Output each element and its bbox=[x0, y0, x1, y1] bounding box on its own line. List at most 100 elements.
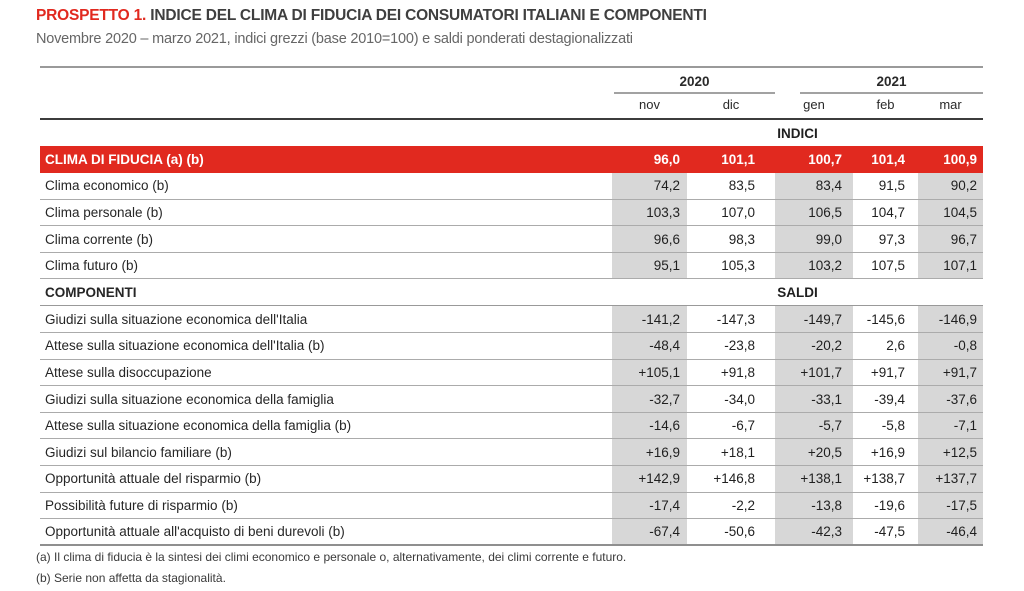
value-cell: -146,9 bbox=[918, 305, 984, 334]
value-cell: 100,9 bbox=[943, 151, 978, 167]
table-row-clima-personale: Clima personale (b) 103,3 107,0 106,5 10… bbox=[40, 199, 984, 227]
row-label: Opportunità attuale all'acquisto di beni… bbox=[40, 518, 612, 547]
value-cell: 100,7 bbox=[808, 151, 843, 167]
value-cell: +138,1 bbox=[775, 465, 854, 493]
title-prefix: PROSPETTO 1. bbox=[36, 7, 147, 24]
value-cell: 96,6 bbox=[612, 225, 687, 253]
value-cell: 103,2 bbox=[775, 252, 854, 280]
value-cell: 104,5 bbox=[918, 199, 984, 227]
value-cell: +142,9 bbox=[612, 465, 687, 493]
page-subtitle: Novembre 2020 – marzo 2021, indici grezz… bbox=[36, 31, 633, 47]
table-row-opportunita-risparmio: Opportunità attuale del risparmio (b) +1… bbox=[40, 465, 984, 493]
month-header-gen: gen bbox=[775, 95, 854, 120]
section-row-indici: INDICI bbox=[40, 119, 983, 146]
value-cell: -17,4 bbox=[612, 492, 687, 520]
month-header-dic: dic bbox=[687, 95, 776, 120]
value-cell: +105,1 bbox=[612, 359, 687, 387]
row-label: Clima economico (b) bbox=[40, 172, 612, 200]
value-cell: +91,7 bbox=[853, 359, 919, 387]
value-cell: -2,2 bbox=[687, 492, 776, 520]
value-cell: 96,0 bbox=[653, 151, 680, 167]
row-label: Clima futuro (b) bbox=[40, 252, 612, 280]
value-cell: -33,1 bbox=[775, 385, 854, 413]
month-header-row: nov dic gen feb mar bbox=[40, 95, 984, 120]
value-cell: 91,5 bbox=[853, 172, 919, 200]
value-cell: 101,4 bbox=[871, 151, 906, 167]
value-cell: 103,3 bbox=[612, 199, 687, 227]
row-label: Possibilità future di risparmio (b) bbox=[40, 492, 612, 520]
value-cell: 98,3 bbox=[687, 225, 776, 253]
value-cell: +91,8 bbox=[687, 359, 776, 387]
value-cell: 83,5 bbox=[687, 172, 776, 200]
row-label: Clima corrente (b) bbox=[40, 225, 612, 253]
value-cell: 96,7 bbox=[918, 225, 984, 253]
value-cell: +16,9 bbox=[612, 438, 687, 467]
year-group-2020: 2020 bbox=[614, 70, 776, 94]
row-label: Giudizi sul bilancio familiare (b) bbox=[40, 438, 612, 467]
section-title-saldi: SALDI bbox=[612, 278, 984, 307]
value-cell: -6,7 bbox=[687, 412, 776, 440]
value-cell: -42,3 bbox=[775, 518, 854, 547]
value-cell: -67,4 bbox=[612, 518, 687, 547]
value-cell: 105,3 bbox=[687, 252, 776, 280]
row-label: Attese sulla situazione economica dell'I… bbox=[40, 332, 612, 360]
value-cell: +12,5 bbox=[918, 438, 984, 467]
value-cell: -39,4 bbox=[853, 385, 919, 413]
table-row-possibilita-future-risparmio: Possibilità future di risparmio (b) -17,… bbox=[40, 492, 984, 520]
value-cell: 107,1 bbox=[918, 252, 984, 280]
footnote-a: (a) Il clima di fiducia è la sintesi dei… bbox=[36, 550, 627, 564]
value-cell: 97,3 bbox=[853, 225, 919, 253]
value-cell: 83,4 bbox=[775, 172, 854, 200]
value-cell: 104,7 bbox=[853, 199, 919, 227]
value-cell: 106,5 bbox=[775, 199, 854, 227]
value-cell: -32,7 bbox=[612, 385, 687, 413]
value-cell: 90,2 bbox=[918, 172, 984, 200]
month-header-mar: mar bbox=[918, 95, 984, 120]
value-cell: -17,5 bbox=[918, 492, 984, 520]
value-cell: -46,4 bbox=[918, 518, 984, 547]
value-cell: -0,8 bbox=[918, 332, 984, 360]
value-cell: -145,6 bbox=[853, 305, 919, 334]
month-header-nov: nov bbox=[612, 95, 687, 120]
section-label-empty bbox=[40, 119, 612, 146]
footnote-b: (b) Serie non affetta da stagionalità. bbox=[36, 571, 226, 585]
value-cell: +91,7 bbox=[918, 359, 984, 387]
page-title: PROSPETTO 1. INDICE DEL CLIMA DI FIDUCIA… bbox=[36, 7, 707, 25]
value-cell: +16,9 bbox=[853, 438, 919, 467]
value-cell: -147,3 bbox=[687, 305, 776, 334]
value-cell: +138,7 bbox=[853, 465, 919, 493]
highlight-row-clima-di-fiducia: CLIMA DI FIDUCIA (a) (b) 96,0 101,1 100,… bbox=[40, 146, 984, 173]
value-cell: -20,2 bbox=[775, 332, 854, 360]
value-cell: -48,4 bbox=[612, 332, 687, 360]
year-group-2020-cell: 2020 bbox=[612, 67, 776, 95]
table-row-attese-disoccupazione: Attese sulla disoccupazione +105,1 +91,8… bbox=[40, 359, 984, 387]
row-label: CLIMA DI FIDUCIA (a) (b) bbox=[45, 151, 204, 167]
value-cell: -47,5 bbox=[853, 518, 919, 547]
value-cell: 74,2 bbox=[612, 172, 687, 200]
table-row-giudizi-economia-italia: Giudizi sulla situazione economica dell'… bbox=[40, 305, 984, 334]
value-cell: 107,0 bbox=[687, 199, 776, 227]
value-cell: 107,5 bbox=[853, 252, 919, 280]
year-group-row: 2020 2021 bbox=[40, 67, 984, 95]
value-cell: 2,6 bbox=[853, 332, 919, 360]
table-row-clima-futuro: Clima futuro (b) 95,1 105,3 103,2 107,5 … bbox=[40, 252, 984, 280]
value-cell: -7,1 bbox=[918, 412, 984, 440]
value-cell: -14,6 bbox=[612, 412, 687, 440]
table-row-attese-economia-famiglia: Attese sulla situazione economica della … bbox=[40, 412, 984, 440]
value-cell: -50,6 bbox=[687, 518, 776, 547]
value-cell: -19,6 bbox=[853, 492, 919, 520]
value-cell: -5,7 bbox=[775, 412, 854, 440]
value-cell: 95,1 bbox=[612, 252, 687, 280]
confidence-index-table: 2020 2021 nov dic gen feb mar INDICI CLI… bbox=[40, 66, 984, 547]
value-cell: +20,5 bbox=[775, 438, 854, 467]
value-cell: -37,6 bbox=[918, 385, 984, 413]
value-cell: 99,0 bbox=[775, 225, 854, 253]
row-label: Opportunità attuale del risparmio (b) bbox=[40, 465, 612, 493]
section-row-componenti: COMPONENTI SALDI bbox=[40, 278, 984, 307]
year-group-2021: 2021 bbox=[800, 70, 984, 94]
value-cell: +18,1 bbox=[687, 438, 776, 467]
value-cell: -34,0 bbox=[687, 385, 776, 413]
table-row-clima-economico: Clima economico (b) 74,2 83,5 83,4 91,5 … bbox=[40, 172, 984, 200]
value-cell: -5,8 bbox=[853, 412, 919, 440]
empty-corner-cell bbox=[40, 67, 612, 95]
